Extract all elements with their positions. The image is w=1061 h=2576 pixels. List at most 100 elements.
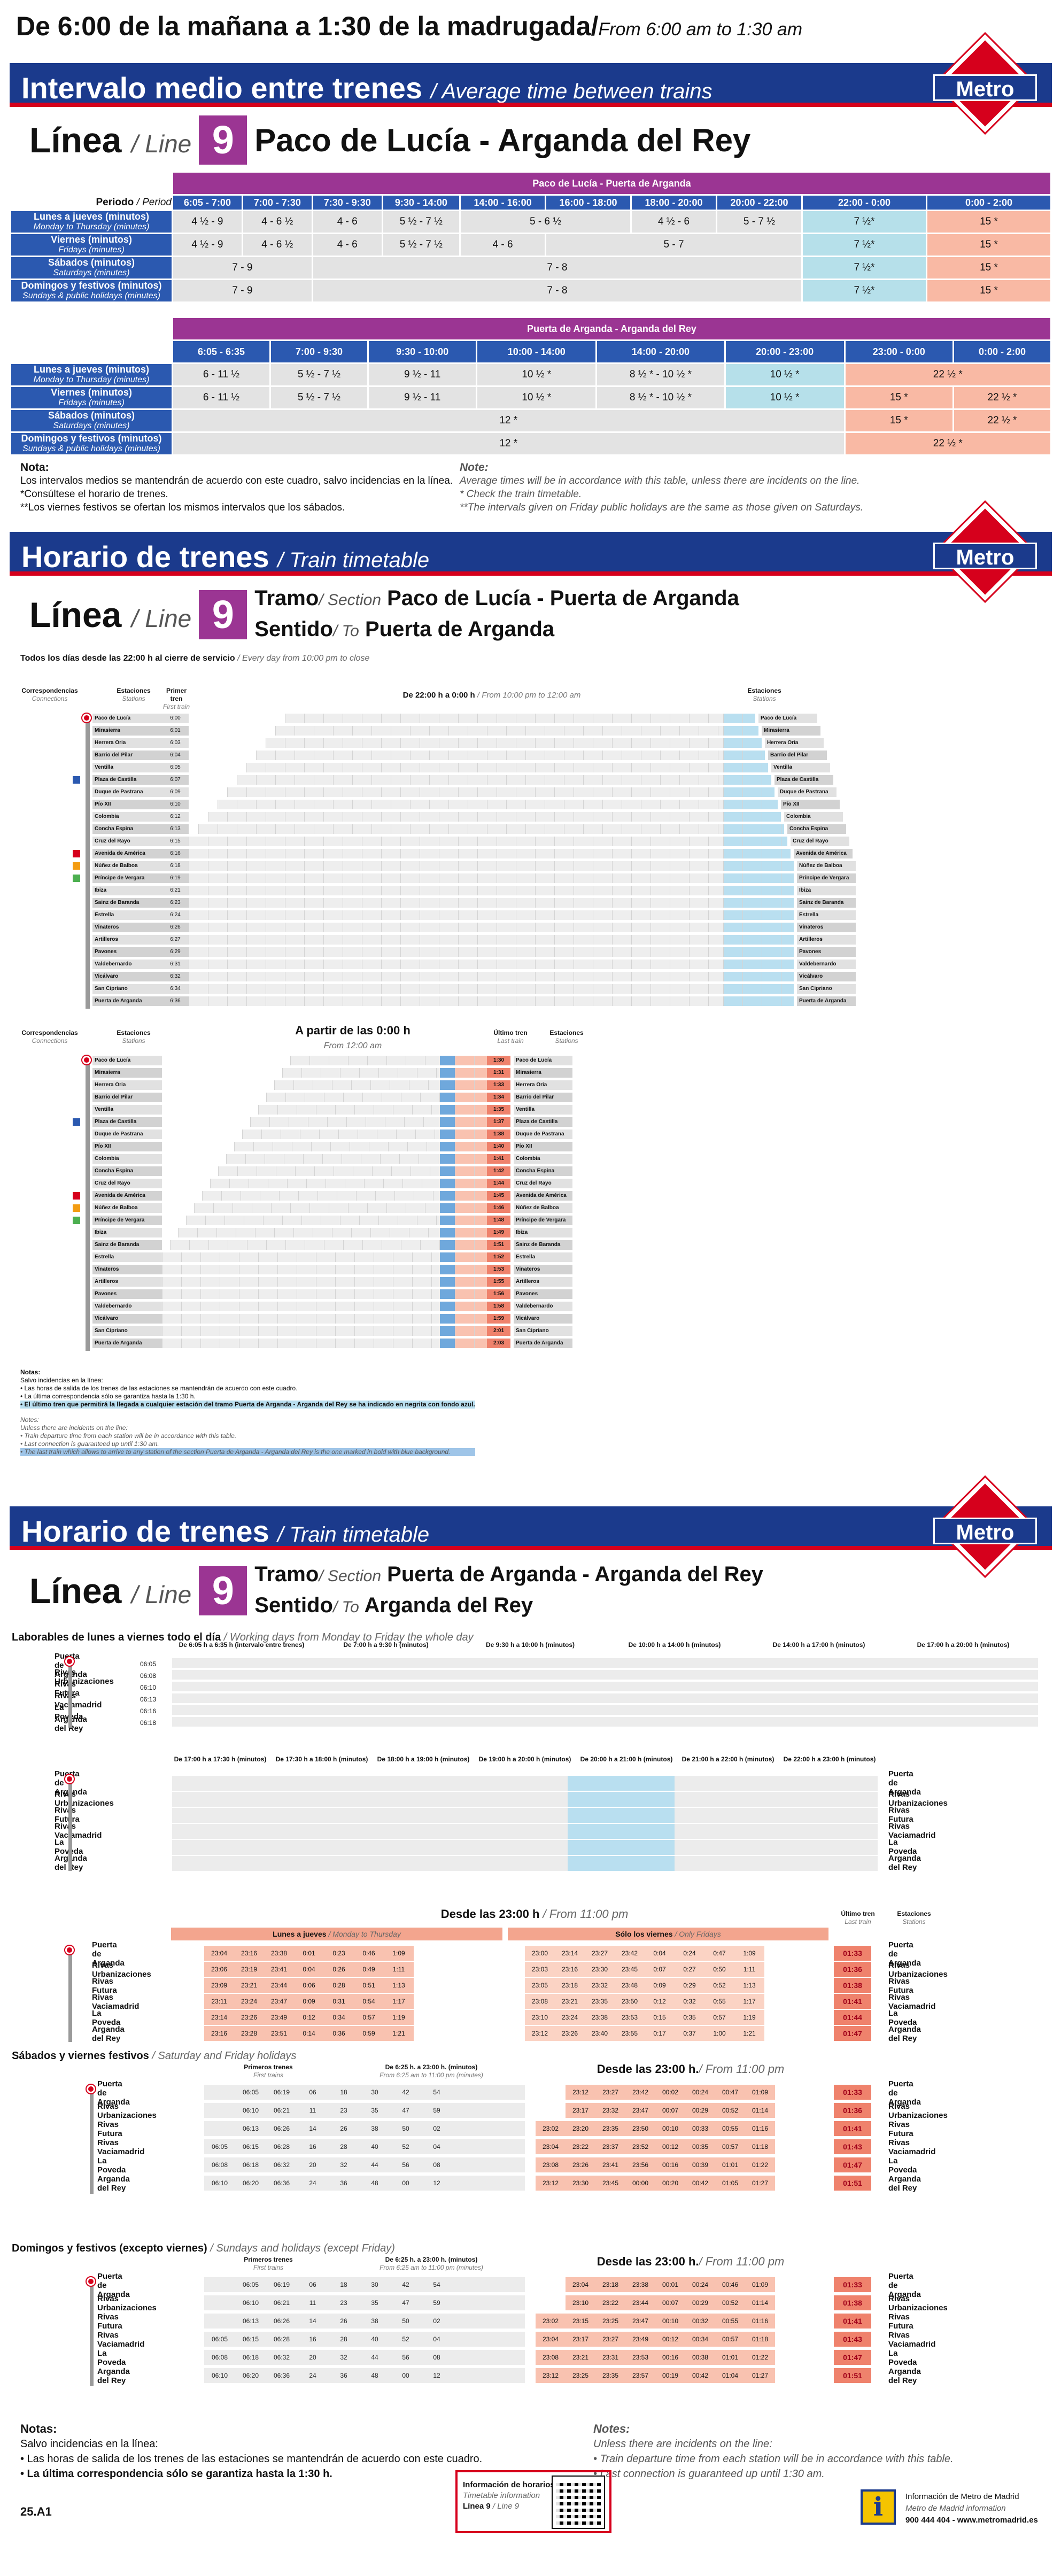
station-name: Duque de Pastrana [514, 1130, 572, 1139]
metro-logo: Metro [924, 1475, 1047, 1579]
table-row: 23:04 23:16 23:38 0:01 0:23 0:46 1:09 [204, 1946, 414, 1961]
start-station-icon [64, 1774, 75, 1784]
station-name: Cruz del Rayo [92, 1179, 162, 1188]
last-train-time: 1:45 [487, 1191, 510, 1201]
first-train-time: 6:12 [162, 812, 189, 822]
table-row: Avenida de América 6:16 Avenida de América [20, 849, 853, 858]
last-train-time: 1:55 [487, 1277, 510, 1287]
sat-title: Sábados y viernes festivos / Saturday an… [12, 2050, 297, 2062]
station-name: Cruz del Rayo [791, 837, 849, 846]
table-row: 06:13 06:26 14 26 38 50 02 [204, 2121, 525, 2136]
station-name: Herrera Oria [514, 1080, 572, 1090]
last-train-time: 1:34 [487, 1093, 510, 1102]
tt1-notes: Notas: Salvo incidencias en la línea: • … [20, 1368, 475, 1456]
first-train-time: 06:10 [140, 1684, 157, 1691]
table-row: 06:05 06:19 06 18 30 42 54 [204, 2277, 525, 2292]
last-train-time: 01:43 [834, 2332, 871, 2347]
table-row: Estrella 1:52 Estrella [20, 1252, 572, 1262]
table-row: Rivas Futura [888, 2312, 913, 2331]
table-row: 23:03 23:16 23:30 23:45 0:07 0:27 0:50 1:11 [525, 1962, 764, 1977]
table-row: La Poveda [888, 2009, 917, 2027]
table-row: Arganda del Rey [97, 2367, 130, 2385]
station-name: Herrera Oria [92, 738, 162, 748]
first-train-time: 6:36 [162, 996, 189, 1006]
station-name: Concha Espina [92, 824, 162, 834]
table-row: Herrera Oria 6:03 Herrera Oria [20, 738, 824, 748]
first-train-time: 6:01 [162, 726, 189, 736]
station-name: Cruz del Rayo [514, 1179, 572, 1188]
line-track [90, 2277, 94, 2386]
station-name: Rivas Futura [97, 2120, 122, 2138]
table-row: Núñez de Balboa 6:18 Núñez de Balboa [20, 861, 856, 871]
table-row: Viernes (minutos) Fridays (minutes) 6 - 1… [11, 387, 1050, 408]
block-header: De 10:00 h a 14:00 h (minutos) [628, 1641, 721, 1649]
first-train-time: 6:23 [162, 898, 189, 908]
table-row: Rivas Urbanizaciones [92, 1961, 151, 1979]
table-row: 23:14 23:26 23:49 0:12 0:34 0:57 1:19 [204, 2010, 414, 2025]
block-header: De 19:00 h a 20:00 h (minutos) [478, 1755, 571, 1763]
station-name: Concha Espina [92, 1166, 162, 1176]
station-name: Ventilla [771, 763, 830, 772]
station-name: Príncipe de Vergara [514, 1216, 572, 1225]
first-train-time: 6:24 [162, 910, 189, 920]
station-name: Rivas Urbanizaciones [888, 1790, 948, 1808]
table-row: Rivas Urbanizaciones [888, 2102, 948, 2120]
station-name: Puerta de Arganda [888, 1940, 921, 1968]
connection-icon [73, 776, 80, 784]
station-name: Pavones [92, 1289, 162, 1299]
table-row: Puerta de Arganda [888, 1940, 921, 1968]
station-name: Rivas Vaciamadrid [97, 2138, 145, 2156]
table-row: Estrella 6:24 Estrella [20, 910, 856, 920]
station-name: Rivas Urbanizaciones [888, 2294, 948, 2312]
station-name: Rivas Vaciamadrid [888, 2331, 936, 2349]
table-row: Puerta de Arganda 2:03 Puerta de Arganda [20, 1339, 572, 1348]
station-name: Herrera Oria [92, 1080, 162, 1090]
last-train-time: 01:38 [834, 1978, 871, 1993]
info-icon: i [861, 2489, 896, 2525]
station-name: Puerta de Arganda [97, 2271, 130, 2299]
table-row: Cruz del Rayo 1:44 Cruz del Rayo [20, 1179, 572, 1188]
table-row: Paco de Lucía 1:30 Paco de Lucía [20, 1056, 572, 1065]
station-name: Ibiza [797, 886, 856, 895]
first-train-time: 06:18 [140, 1719, 157, 1727]
last-train-time: 1:53 [487, 1265, 510, 1274]
contact-info: Información de Metro de Madrid Metro de … [905, 2492, 1038, 2525]
table-row: Príncipe de Vergara 1:48 Príncipe de Verga… [20, 1216, 572, 1225]
station-name: Núñez de Balboa [92, 1203, 162, 1213]
last-train-time: 1:38 [487, 1130, 510, 1139]
table-row: 23:16 23:28 23:51 0:14 0:36 0:59 1:21 [204, 2026, 414, 2041]
station-name: Colombia [514, 1154, 572, 1164]
station-name: Paco de Lucía [514, 1056, 572, 1065]
table-row: 23:12 23:26 23:40 23:55 0:17 0:37 1:00 1:21 [525, 2026, 764, 2041]
last-train-time: 1:41 [487, 1154, 510, 1164]
station-name: Vinateros [797, 923, 856, 932]
sun-title: Domingos y festivos (excepto viernes) / … [12, 2242, 395, 2254]
last-train-time: 1:44 [487, 1179, 510, 1188]
table-row: Plaza de Castilla 1:37 Plaza de Castilla [20, 1117, 572, 1127]
station-name: Herrera Oria [765, 738, 824, 748]
last-train-time: 01:41 [834, 1994, 871, 2009]
station-name: Vicálvaro [514, 1314, 572, 1324]
table-row: Puerta de Arganda [888, 2079, 921, 2107]
table-row: Lunes a jueves (minutos) Monday to Thursd… [11, 364, 1050, 385]
block-header: De 17:00 h a 20:00 h (minutos) [917, 1641, 1010, 1649]
table-row: Sábados (minutos) Saturdays (minutes) 7 -… [11, 257, 1050, 279]
station-name: Vicálvaro [92, 1314, 162, 1324]
table-row: Vicálvaro 1:59 Vicálvaro [20, 1314, 572, 1324]
block-header: De 20:00 h a 21:00 h (minutos) [580, 1755, 673, 1763]
station-name: Colombia [92, 1154, 162, 1164]
start-station-icon [81, 1055, 92, 1065]
table-row: Rivas Vaciamadrid [888, 1822, 935, 1840]
station-name: Ventilla [92, 763, 162, 772]
last-train-time: 01:43 [834, 2139, 871, 2154]
station-name: Artilleros [797, 935, 856, 945]
first-train-time: 06:13 [140, 1696, 157, 1703]
station-name: San Cipriano [797, 984, 856, 994]
station-name: Ibiza [514, 1228, 572, 1237]
table-row: Puerta de Arganda [92, 1940, 125, 1968]
last-train-time: 1:49 [487, 1228, 510, 1237]
station-name: Vicálvaro [797, 972, 856, 981]
station-name: Valdebernardo [92, 1302, 162, 1311]
station-name: Artilleros [92, 935, 162, 945]
first-train-time: 06:16 [140, 1707, 157, 1715]
